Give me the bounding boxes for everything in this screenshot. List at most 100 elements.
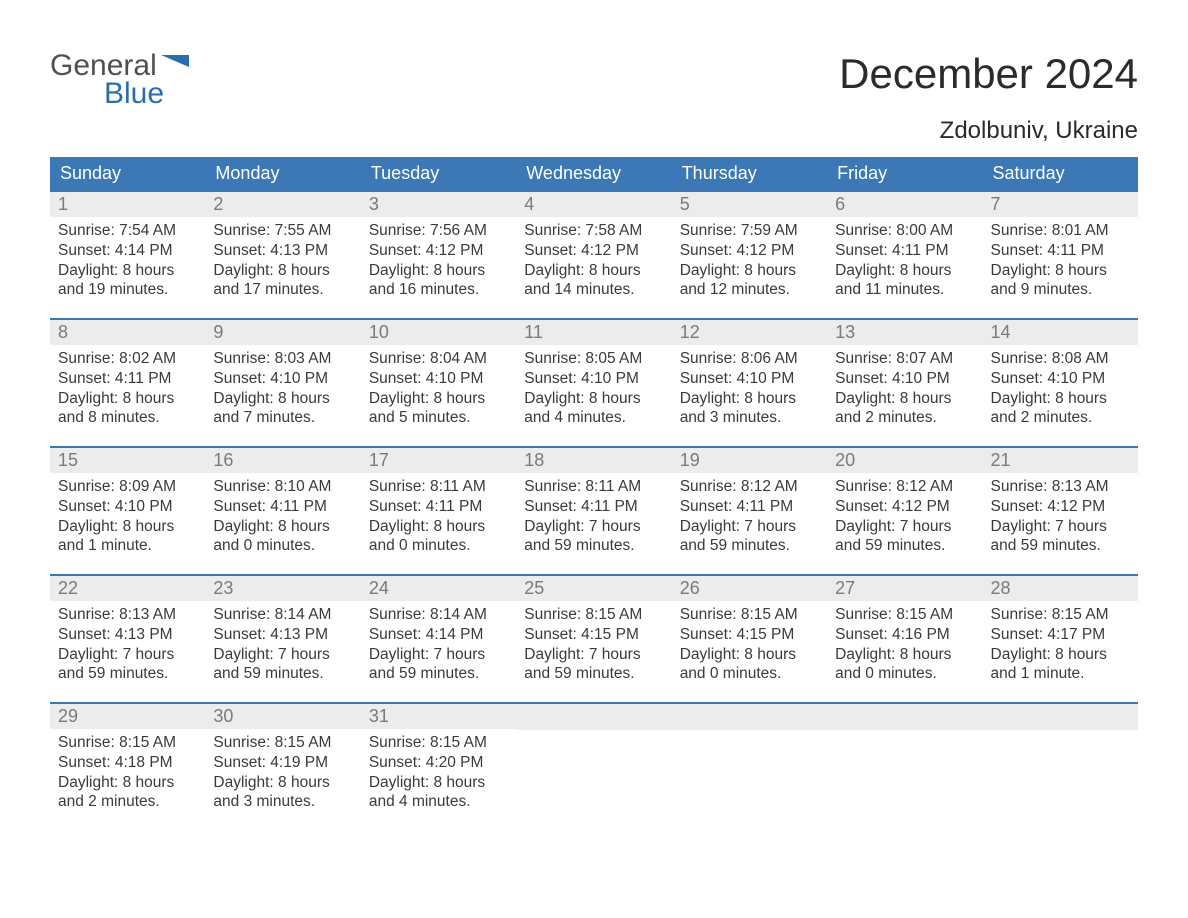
- day-body: Sunrise: 7:56 AMSunset: 4:12 PMDaylight:…: [361, 217, 516, 306]
- day-cell: 7Sunrise: 8:01 AMSunset: 4:11 PMDaylight…: [983, 192, 1138, 318]
- day-number: 19: [672, 448, 827, 473]
- day-sunset: Sunset: 4:10 PM: [991, 369, 1130, 389]
- weekday-header-row: Sunday Monday Tuesday Wednesday Thursday…: [50, 157, 1138, 190]
- day-daylight1: Daylight: 8 hours: [835, 645, 974, 665]
- day-daylight2: and 1 minute.: [991, 664, 1130, 684]
- day-body: Sunrise: 8:05 AMSunset: 4:10 PMDaylight:…: [516, 345, 671, 434]
- day-daylight1: Daylight: 7 hours: [369, 645, 508, 665]
- day-cell: 9Sunrise: 8:03 AMSunset: 4:10 PMDaylight…: [205, 320, 360, 446]
- day-body: Sunrise: 8:02 AMSunset: 4:11 PMDaylight:…: [50, 345, 205, 434]
- day-daylight2: and 0 minutes.: [213, 536, 352, 556]
- day-daylight2: and 2 minutes.: [991, 408, 1130, 428]
- day-cell: 10Sunrise: 8:04 AMSunset: 4:10 PMDayligh…: [361, 320, 516, 446]
- day-cell: 3Sunrise: 7:56 AMSunset: 4:12 PMDaylight…: [361, 192, 516, 318]
- day-daylight1: Daylight: 7 hours: [680, 517, 819, 537]
- day-daylight2: and 5 minutes.: [369, 408, 508, 428]
- day-daylight2: and 4 minutes.: [524, 408, 663, 428]
- day-daylight2: and 12 minutes.: [680, 280, 819, 300]
- day-cell: 14Sunrise: 8:08 AMSunset: 4:10 PMDayligh…: [983, 320, 1138, 446]
- day-sunrise: Sunrise: 8:03 AM: [213, 349, 352, 369]
- day-daylight1: Daylight: 8 hours: [58, 517, 197, 537]
- day-daylight1: Daylight: 7 hours: [524, 517, 663, 537]
- day-daylight2: and 7 minutes.: [213, 408, 352, 428]
- day-sunset: Sunset: 4:12 PM: [991, 497, 1130, 517]
- day-daylight2: and 2 minutes.: [835, 408, 974, 428]
- day-sunset: Sunset: 4:12 PM: [524, 241, 663, 261]
- day-sunset: Sunset: 4:11 PM: [369, 497, 508, 517]
- day-number: 4: [516, 192, 671, 217]
- day-sunrise: Sunrise: 8:12 AM: [835, 477, 974, 497]
- day-daylight2: and 2 minutes.: [58, 792, 197, 812]
- day-body: Sunrise: 8:14 AMSunset: 4:13 PMDaylight:…: [205, 601, 360, 690]
- day-cell: [516, 704, 671, 830]
- day-daylight1: Daylight: 8 hours: [524, 261, 663, 281]
- day-sunrise: Sunrise: 8:14 AM: [213, 605, 352, 625]
- day-sunset: Sunset: 4:11 PM: [213, 497, 352, 517]
- day-cell: 16Sunrise: 8:10 AMSunset: 4:11 PMDayligh…: [205, 448, 360, 574]
- day-cell: 31Sunrise: 8:15 AMSunset: 4:20 PMDayligh…: [361, 704, 516, 830]
- day-number: 8: [50, 320, 205, 345]
- day-sunrise: Sunrise: 8:09 AM: [58, 477, 197, 497]
- day-number: 17: [361, 448, 516, 473]
- day-sunrise: Sunrise: 8:14 AM: [369, 605, 508, 625]
- day-cell: 1Sunrise: 7:54 AMSunset: 4:14 PMDaylight…: [50, 192, 205, 318]
- day-cell: 4Sunrise: 7:58 AMSunset: 4:12 PMDaylight…: [516, 192, 671, 318]
- day-cell: 5Sunrise: 7:59 AMSunset: 4:12 PMDaylight…: [672, 192, 827, 318]
- empty-day-number: [983, 704, 1138, 730]
- day-sunrise: Sunrise: 8:07 AM: [835, 349, 974, 369]
- day-sunrise: Sunrise: 8:11 AM: [369, 477, 508, 497]
- weekday-header: Monday: [205, 157, 360, 190]
- day-number: 16: [205, 448, 360, 473]
- day-number: 15: [50, 448, 205, 473]
- day-sunset: Sunset: 4:13 PM: [213, 241, 352, 261]
- logo-blue-text: Blue: [104, 78, 189, 110]
- day-daylight1: Daylight: 8 hours: [835, 389, 974, 409]
- day-sunrise: Sunrise: 7:55 AM: [213, 221, 352, 241]
- day-number: 3: [361, 192, 516, 217]
- day-daylight2: and 3 minutes.: [213, 792, 352, 812]
- day-body: Sunrise: 8:10 AMSunset: 4:11 PMDaylight:…: [205, 473, 360, 562]
- day-cell: 13Sunrise: 8:07 AMSunset: 4:10 PMDayligh…: [827, 320, 982, 446]
- day-sunrise: Sunrise: 8:15 AM: [991, 605, 1130, 625]
- day-daylight2: and 0 minutes.: [680, 664, 819, 684]
- day-number: 10: [361, 320, 516, 345]
- day-body: Sunrise: 7:58 AMSunset: 4:12 PMDaylight:…: [516, 217, 671, 306]
- day-body: Sunrise: 8:12 AMSunset: 4:11 PMDaylight:…: [672, 473, 827, 562]
- day-sunset: Sunset: 4:11 PM: [680, 497, 819, 517]
- day-daylight1: Daylight: 7 hours: [524, 645, 663, 665]
- weekday-header: Wednesday: [516, 157, 671, 190]
- day-daylight1: Daylight: 8 hours: [835, 261, 974, 281]
- day-sunset: Sunset: 4:18 PM: [58, 753, 197, 773]
- day-cell: 17 Sunrise: 8:11 AMSunset: 4:11 PMDayligh…: [361, 448, 516, 574]
- day-number: 14: [983, 320, 1138, 345]
- day-sunrise: Sunrise: 8:15 AM: [835, 605, 974, 625]
- day-daylight2: and 59 minutes.: [991, 536, 1130, 556]
- day-cell: 18Sunrise: 8:11 AMSunset: 4:11 PMDayligh…: [516, 448, 671, 574]
- day-cell: 8Sunrise: 8:02 AMSunset: 4:11 PMDaylight…: [50, 320, 205, 446]
- day-daylight2: and 1 minute.: [58, 536, 197, 556]
- day-number: 9: [205, 320, 360, 345]
- day-daylight1: Daylight: 7 hours: [58, 645, 197, 665]
- day-daylight1: Daylight: 8 hours: [369, 261, 508, 281]
- weekday-header: Tuesday: [361, 157, 516, 190]
- day-daylight2: and 59 minutes.: [680, 536, 819, 556]
- day-daylight2: and 59 minutes.: [524, 536, 663, 556]
- header: General Blue December 2024: [50, 50, 1138, 109]
- day-daylight1: Daylight: 8 hours: [369, 517, 508, 537]
- day-cell: 2Sunrise: 7:55 AMSunset: 4:13 PMDaylight…: [205, 192, 360, 318]
- day-cell: 11Sunrise: 8:05 AMSunset: 4:10 PMDayligh…: [516, 320, 671, 446]
- day-daylight2: and 9 minutes.: [991, 280, 1130, 300]
- day-cell: [827, 704, 982, 830]
- day-daylight1: Daylight: 8 hours: [58, 773, 197, 793]
- day-daylight2: and 0 minutes.: [369, 536, 508, 556]
- day-number: 12: [672, 320, 827, 345]
- weekday-header: Thursday: [672, 157, 827, 190]
- day-sunset: Sunset: 4:12 PM: [680, 241, 819, 261]
- day-sunset: Sunset: 4:11 PM: [524, 497, 663, 517]
- day-number: 24: [361, 576, 516, 601]
- day-number: 2: [205, 192, 360, 217]
- day-sunset: Sunset: 4:13 PM: [213, 625, 352, 645]
- day-cell: 22Sunrise: 8:13 AMSunset: 4:13 PMDayligh…: [50, 576, 205, 702]
- day-body: Sunrise: 8:15 AMSunset: 4:20 PMDaylight:…: [361, 729, 516, 818]
- day-sunrise: Sunrise: 7:54 AM: [58, 221, 197, 241]
